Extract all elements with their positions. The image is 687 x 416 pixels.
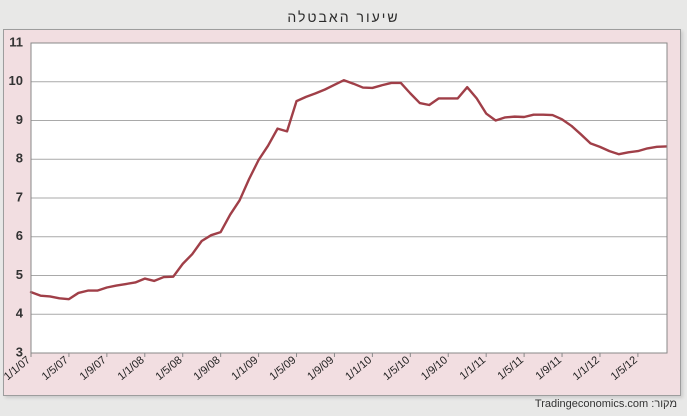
svg-text:11: 11 xyxy=(9,34,23,49)
svg-text:9: 9 xyxy=(16,112,23,127)
svg-text:1/5/11: 1/5/11 xyxy=(496,354,527,382)
svg-text:1/5/12: 1/5/12 xyxy=(609,354,640,383)
svg-text:4: 4 xyxy=(16,306,24,321)
svg-text:1/9/11: 1/9/11 xyxy=(533,354,564,382)
svg-text:8: 8 xyxy=(16,151,23,166)
svg-text:1/1/09: 1/1/09 xyxy=(229,354,260,383)
svg-text:1/5/09: 1/5/09 xyxy=(267,354,298,383)
svg-text:1/1/12: 1/1/12 xyxy=(571,354,602,383)
svg-text:1/5/08: 1/5/08 xyxy=(153,354,184,383)
svg-text:1/9/08: 1/9/08 xyxy=(191,354,222,383)
svg-text:10: 10 xyxy=(9,73,23,88)
svg-text:1/5/07: 1/5/07 xyxy=(40,354,71,383)
svg-text:1/1/08: 1/1/08 xyxy=(116,354,147,383)
svg-text:1/5/10: 1/5/10 xyxy=(381,354,412,383)
svg-text:1/9/07: 1/9/07 xyxy=(78,354,109,383)
svg-text:1/1/11: 1/1/11 xyxy=(458,354,489,382)
svg-text:1/9/09: 1/9/09 xyxy=(305,354,336,383)
svg-text:5: 5 xyxy=(16,267,23,282)
svg-text:1/9/10: 1/9/10 xyxy=(419,354,450,383)
svg-text:7: 7 xyxy=(16,189,23,204)
svg-text:6: 6 xyxy=(16,228,23,243)
svg-text:1/1/10: 1/1/10 xyxy=(343,354,374,383)
